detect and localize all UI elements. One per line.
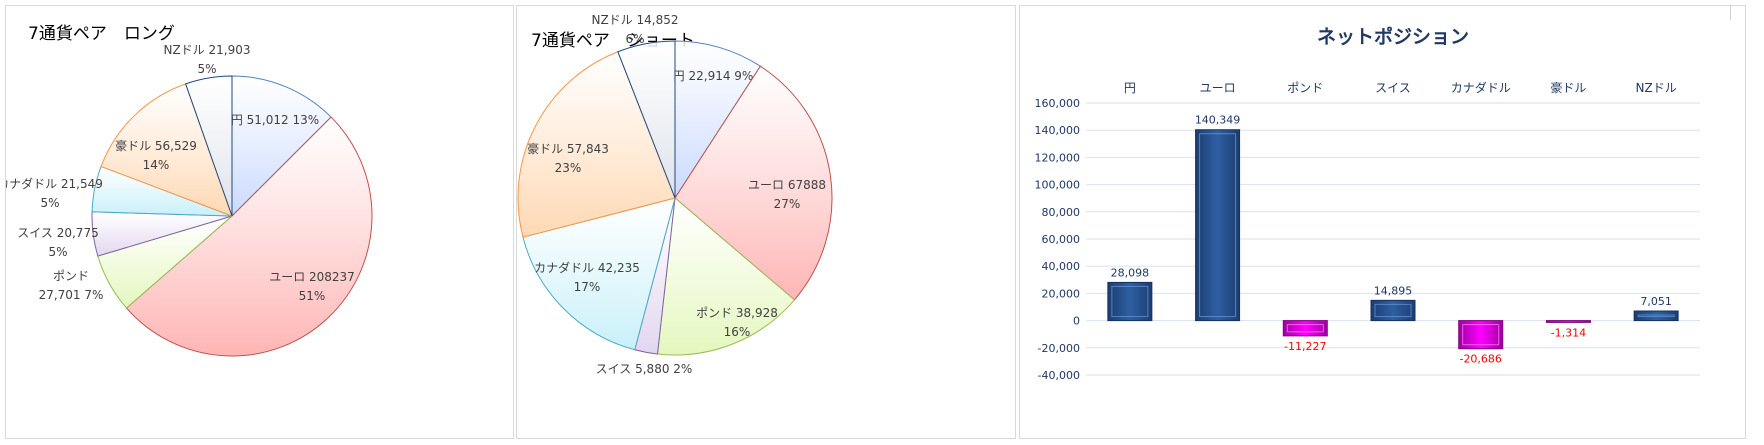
bar [1195,129,1241,322]
pie-slice-5 [522,197,676,351]
pie-slice-2 [674,65,833,301]
y-tick-label: 20,000 [1042,287,1081,300]
chart-edge-marker [1730,6,1745,20]
category-label: 円 [1124,81,1136,95]
pie-data-label: NZドル 21,903 [163,43,250,57]
pie-data-label: カナダドル 21,549 [6,176,103,191]
y-tick-label: -40,000 [1038,369,1080,382]
y-tick-label: 160,000 [1035,97,1081,110]
y-tick-label: 140,000 [1035,124,1081,137]
bar [1370,299,1416,322]
bar-bevel [1111,285,1149,318]
bar-bevel [1462,324,1500,346]
pie-data-label: カナダドル 42,235 [534,260,640,275]
category-label: ユーロ [1200,81,1236,95]
bar [1282,320,1328,337]
pie-data-label: 6% [625,32,644,46]
category-label: スイス [1375,81,1411,95]
pie-data-label: 5% [40,196,59,210]
bar-bevel [1286,324,1324,333]
bar-data-label: -20,686 [1459,353,1501,366]
pie-slice-7 [617,40,676,199]
pie-data-label: スイス 5,880 2% [596,362,693,376]
bar-data-label: -1,314 [1551,326,1586,339]
pie-data-label: 27% [774,197,801,211]
pie-data-label: NZドル 14,852 [591,13,678,27]
bar-bevel [1199,133,1237,318]
y-tick-label: 0 [1073,315,1080,328]
pie-data-label: 5% [48,245,67,259]
long-chart-title: 7通貨ペア ロング [28,24,175,44]
pie-data-label: 23% [555,161,582,175]
category-label: ポンド [1287,81,1323,95]
pie-data-label: 円 51,012 13% [231,113,319,127]
pie-slice-7 [185,75,233,217]
pie-data-label: 円 22,914 9% [673,69,754,83]
pie-slice-3 [656,197,796,356]
long-pie-chart-panel: 7通貨ペア ロング 円 51,012 13% ユーロ 208237 51% ポンド 27… [5,5,514,439]
bar-data-label: 28,098 [1111,266,1150,279]
pie-data-label: 5% [197,62,216,76]
bar-bevel [1637,314,1675,318]
pie-slice-2 [125,116,373,357]
y-tick-label: 120,000 [1035,151,1081,164]
y-tick-label: 100,000 [1035,179,1081,192]
y-tick-label: -20,000 [1038,342,1080,355]
net-position-chart-panel: ネットポジション 160,000 140,000 120,000 100,000 80,0… [1019,5,1746,439]
bar [1545,320,1591,323]
bar [1458,320,1504,350]
pie-data-label: ポンド 38,928 [696,306,778,320]
pie-slice-1 [674,40,762,200]
bar-data-label: 14,895 [1374,284,1413,297]
pie-data-label: 16% [724,325,751,339]
y-tick-label: 40,000 [1042,260,1081,273]
short-pie-chart-panel: 7通貨ペア ショート 円 22,914 9% ユーロ 67888 27% ポンド 38… [516,5,1016,439]
short-pie-svg: 円 22,914 9% ユーロ 67888 27% ポンド 38,928 16% スイス … [517,13,833,376]
category-label: NZドル [1636,81,1677,95]
bar-data-label: 7,051 [1640,295,1672,308]
pie-data-label: ユーロ 208237 [269,270,355,284]
y-tick-label: 80,000 [1042,206,1081,219]
y-tick-label: 60,000 [1042,233,1081,246]
pie-data-label: 17% [574,280,601,294]
pie-data-label: 51% [299,289,326,303]
bar [1107,281,1153,322]
bar-chart-title: ネットポジション [1317,25,1469,48]
bar [1633,310,1679,322]
bar-data-label: -11,227 [1284,340,1326,353]
pie-data-label: ユーロ 67888 [748,178,826,192]
pie-slice-1 [231,75,332,218]
pie-data-label: 豪ドル 56,529 [115,138,197,153]
net-position-bar-svg: ネットポジション 160,000 140,000 120,000 100,000 80,0… [1035,25,1700,382]
pie-data-label: 豪ドル 57,843 [527,141,609,156]
pie-data-label: ポンド [53,269,89,283]
long-pie-svg: 円 51,012 13% ユーロ 208237 51% ポンド 27,701 7% スイス… [6,43,373,357]
category-label: カナダドル [1451,80,1511,95]
pie-data-label: 27,701 7% [39,288,104,302]
category-label: 豪ドル [1550,80,1586,95]
pie-slice-6 [100,83,233,217]
pie-data-label: スイス 20,775 [17,226,98,240]
bar-data-label: 140,349 [1195,114,1241,127]
bar-bevel [1374,303,1412,318]
pie-data-label: 14% [143,158,170,172]
